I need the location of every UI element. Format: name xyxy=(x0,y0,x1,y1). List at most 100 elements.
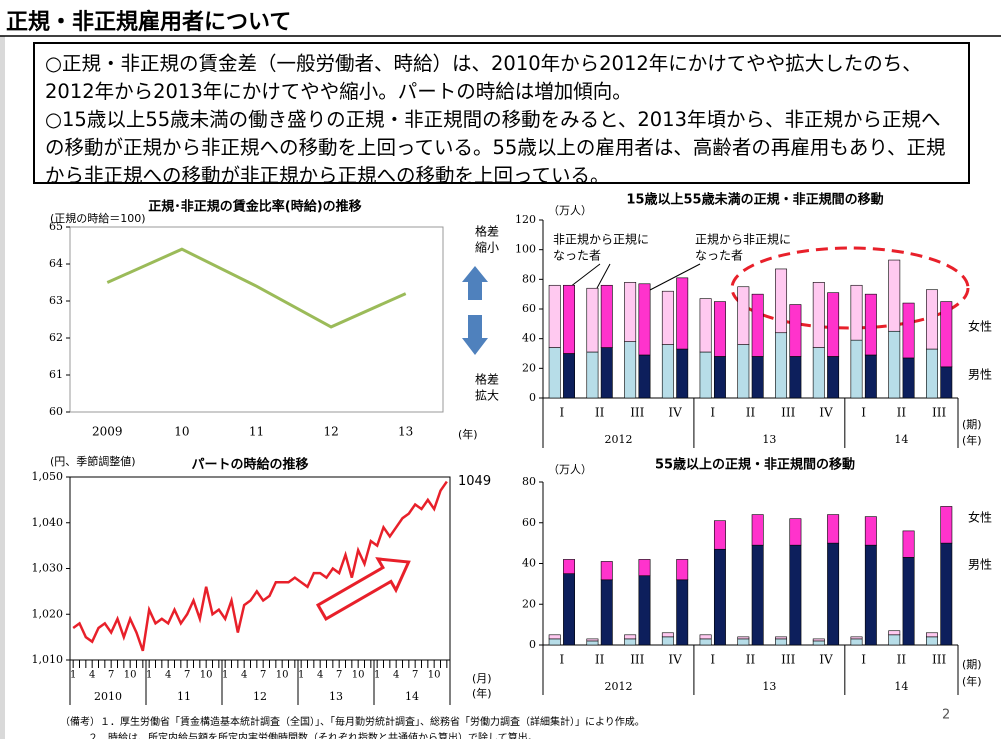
bar-segment xyxy=(926,289,938,350)
bullet: ○15歳以上55歳未満の働き盛りの正規・非正規間の移動をみると、2013年頃から… xyxy=(45,108,946,187)
pointer xyxy=(569,263,601,288)
chart-title: 正規･非正規の賃金比率(時給)の推移 xyxy=(148,199,361,215)
x-tick-label: 7 xyxy=(108,670,114,681)
y-tick-label: 64 xyxy=(49,257,63,270)
year-label: 2012 xyxy=(604,680,632,693)
x-tick-label: 4 xyxy=(165,670,171,681)
bar-segment xyxy=(926,636,938,646)
year-label: 13 xyxy=(762,680,776,693)
bar-segment xyxy=(713,301,726,357)
y-tick-label: 120 xyxy=(515,213,536,226)
bar-segment xyxy=(864,354,877,399)
bar-segment xyxy=(775,636,788,640)
y-tick-label: 1,020 xyxy=(32,607,64,620)
x-tick-label: 1 xyxy=(374,670,380,681)
y-tick-label: 40 xyxy=(522,332,536,345)
bar-segment xyxy=(902,557,915,646)
year-label: 14 xyxy=(894,433,908,446)
bar-segment xyxy=(600,347,613,399)
x-tick-label: II xyxy=(897,406,907,420)
bar-segment xyxy=(563,284,575,354)
bar-segment xyxy=(751,356,764,399)
bar-segment xyxy=(812,638,825,642)
bar-segment xyxy=(940,301,953,368)
annotation: 縮小 xyxy=(475,240,499,255)
annotation: 拡大 xyxy=(475,389,499,403)
x-tick-label: I xyxy=(861,653,866,667)
bar-segment xyxy=(940,366,953,399)
chart-title: 55歳以上の正規・非正規間の移動 xyxy=(655,457,855,473)
x-tick-label: 7 xyxy=(184,670,190,681)
bar-segment xyxy=(586,351,599,399)
x-tick-label: 10 xyxy=(200,670,213,681)
x-tick-label: III xyxy=(932,406,946,420)
bar-segment xyxy=(638,283,651,356)
x-tick-label: 1 xyxy=(222,670,228,681)
bar-segment xyxy=(812,640,825,646)
x-tick-label: II xyxy=(746,653,756,667)
y-tick-label: 20 xyxy=(522,361,536,374)
bar-segment xyxy=(926,348,938,399)
y-axis-label: （万人） xyxy=(548,463,592,476)
y-tick-label: 65 xyxy=(49,220,63,233)
annotation: 非正規から正規に xyxy=(553,232,649,247)
annotation: 格差 xyxy=(475,372,499,387)
y-tick-label: 100 xyxy=(515,243,536,256)
bar-segment xyxy=(676,277,689,350)
year-label: 11 xyxy=(177,690,191,703)
x-tick-label: III xyxy=(932,653,946,667)
bar-segment xyxy=(600,284,613,348)
x-tick-label: 7 xyxy=(336,670,342,681)
x-tick-label: I xyxy=(710,406,715,420)
annotation: なった者 xyxy=(553,249,601,263)
bar-segment xyxy=(661,290,674,345)
x-unit: (年) xyxy=(458,427,478,441)
bar-segment xyxy=(661,632,674,638)
bar-segment xyxy=(888,259,901,332)
bar-segment xyxy=(661,636,674,646)
x-tick-label: III xyxy=(781,653,795,667)
bar-segment xyxy=(563,559,575,574)
y-tick-label: 80 xyxy=(522,475,536,488)
y-axis-label: (円、季節調整値) xyxy=(50,454,136,468)
x-tick-label: IV xyxy=(819,406,833,420)
bar-segment xyxy=(638,575,651,646)
bar-segment xyxy=(713,520,726,550)
bar-segment xyxy=(940,542,953,646)
x-tick-label: 10 xyxy=(174,425,189,439)
annotation: なった者 xyxy=(695,249,743,263)
bar-segment xyxy=(624,638,637,646)
bar-segment xyxy=(624,341,637,399)
bar-segment xyxy=(737,286,750,345)
bar-segment xyxy=(713,548,726,646)
bar-segment xyxy=(902,530,915,558)
bar-segment xyxy=(624,634,637,640)
y-tick-label: 60 xyxy=(522,516,536,529)
year-label: 14 xyxy=(405,690,419,703)
chart-title: 15歳以上55歳未満の正規・非正規間の移動 xyxy=(626,192,883,208)
year-label: 2012 xyxy=(604,433,632,446)
year-label: 13 xyxy=(329,690,343,703)
x-tick-label: 1 xyxy=(70,670,76,681)
bar-segment xyxy=(789,518,802,546)
x-tick-label: 4 xyxy=(393,670,399,681)
bar-segment xyxy=(548,634,561,640)
y-tick-label: 1,040 xyxy=(32,516,64,529)
bar-segment xyxy=(775,332,788,399)
year-label: 12 xyxy=(253,690,267,703)
bar-segment xyxy=(789,304,802,357)
bar-segment xyxy=(713,356,726,399)
x-tick-label: 10 xyxy=(352,670,365,681)
y-tick-label: 62 xyxy=(49,331,63,344)
x-tick-label: 11 xyxy=(249,425,264,439)
x-tick-label: 4 xyxy=(317,670,323,681)
x-tick-label: 13 xyxy=(398,425,413,439)
line xyxy=(106,247,407,329)
bar-segment xyxy=(638,559,651,577)
x-tick-label: 10 xyxy=(276,670,289,681)
legend-label: 男性 xyxy=(968,368,992,382)
summary-box: ○正規・非正規の賃金差（一般労働者、時給）は、2010年から2012年にかけてや… xyxy=(33,42,970,187)
y-tick-label: 1,050 xyxy=(32,470,64,483)
bar-segment xyxy=(600,561,613,581)
